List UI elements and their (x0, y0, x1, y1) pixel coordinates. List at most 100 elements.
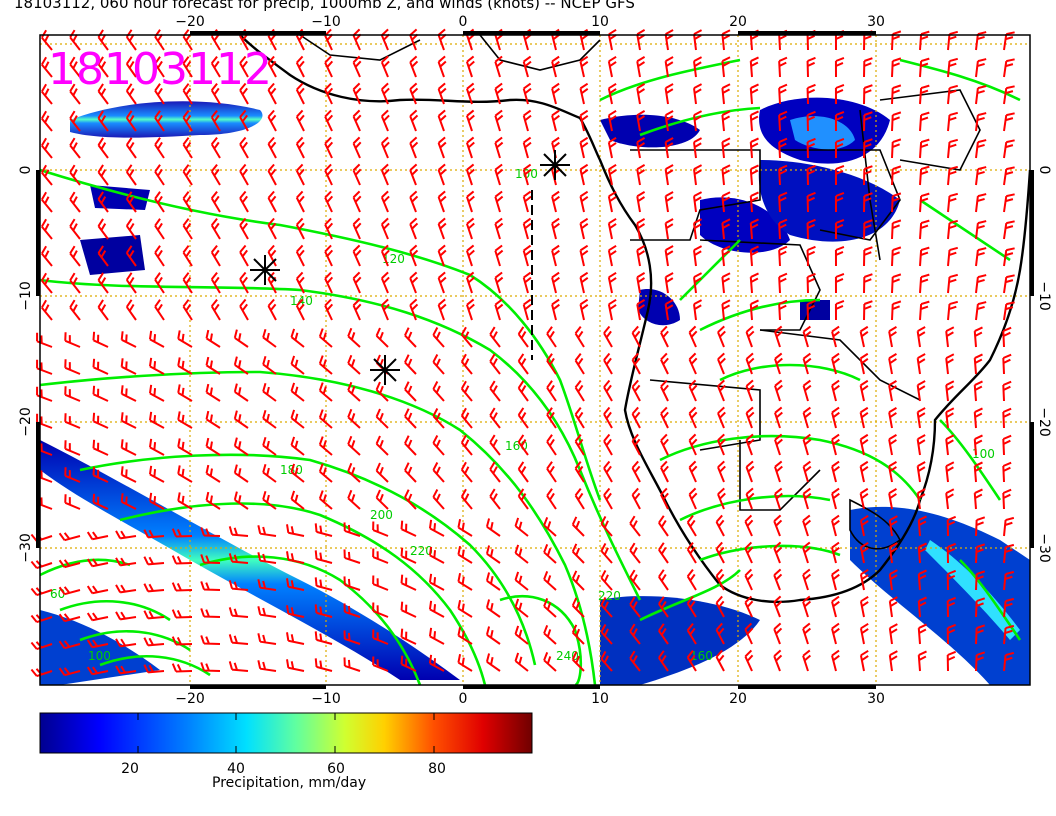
wind-barb (115, 665, 137, 675)
wind-barb (607, 82, 617, 105)
wind-barb (1003, 31, 1015, 51)
wind-barb (40, 137, 53, 159)
wind-barb (125, 137, 137, 159)
wind-barb (290, 463, 305, 483)
wind-barb (631, 487, 641, 510)
wind-barb (693, 29, 703, 51)
wind-barb (437, 55, 447, 78)
wind-barb (721, 29, 731, 51)
wind-barb (64, 440, 81, 456)
wind-barb (182, 137, 193, 159)
wind-barb (40, 83, 53, 105)
wind-barb (120, 493, 137, 510)
wind-barb (571, 570, 585, 591)
wind-barb (92, 412, 109, 429)
wind-barb (324, 55, 334, 78)
wind-barb (148, 492, 165, 510)
wind-barb (859, 352, 869, 375)
wind-barb (715, 568, 725, 591)
colorbar-title: Precipitation, mm/day (212, 775, 367, 791)
wind-barb (802, 487, 812, 510)
wind-barb (717, 406, 726, 429)
wind-barb (494, 109, 504, 132)
wind-barb (177, 411, 193, 429)
wind-barb (973, 488, 983, 510)
wind-barb (973, 407, 983, 429)
wind-barb (295, 82, 305, 105)
wind-barb (494, 271, 504, 294)
wind-barb (97, 218, 109, 240)
wind-barb (466, 163, 475, 186)
wind-barb (607, 163, 617, 186)
wind-barb (600, 650, 613, 672)
lon-tick-label: −20 (175, 691, 205, 707)
wind-barb (693, 137, 703, 159)
wind-barb (660, 379, 669, 402)
wind-barb (664, 29, 674, 51)
wind-barb (69, 110, 81, 132)
wind-barb (693, 272, 703, 294)
wind-barb (947, 246, 959, 267)
wind-barb (489, 407, 501, 429)
wind-barb (314, 577, 333, 591)
wind-barb (233, 410, 249, 429)
wind-barb (228, 580, 249, 591)
wind-barb (404, 381, 417, 402)
wind-barb (210, 55, 221, 78)
wind-barb (69, 272, 81, 294)
wind-barb (975, 220, 987, 240)
wind-barb (1002, 488, 1012, 510)
wind-barb (693, 110, 703, 132)
wind-barb (859, 568, 869, 591)
wind-barb (86, 531, 109, 541)
map-title: 18103112, 060 hour forecast for precip, … (14, 0, 635, 12)
wind-barb (945, 488, 955, 510)
wind-barb (802, 649, 812, 672)
wind-barb (324, 244, 334, 267)
wind-barb (834, 111, 845, 132)
wind-barb (115, 530, 137, 540)
wind-barb (919, 246, 930, 267)
wind-barb (295, 55, 305, 78)
wind-barb (115, 557, 137, 567)
wind-barb (664, 137, 674, 159)
wind-barb (973, 326, 983, 348)
wind-barb (686, 541, 697, 564)
lat-tick-label: −20 (1036, 407, 1052, 437)
wind-barb (295, 298, 305, 321)
wind-barb (834, 246, 845, 267)
wind-barb (522, 55, 532, 78)
wind-barb (946, 542, 957, 564)
wind-barb (171, 636, 193, 646)
wind-barb (947, 57, 959, 78)
wind-barb (86, 612, 109, 622)
wind-barb (343, 522, 361, 537)
wind-barb (917, 650, 927, 672)
wind-barb (314, 604, 333, 618)
lon-tick-label: −20 (175, 14, 205, 30)
wind-barb (831, 649, 840, 672)
wind-barb (347, 327, 361, 348)
wind-barb (409, 82, 419, 105)
wind-barb (834, 192, 845, 213)
contour-label: 60 (50, 587, 65, 601)
wind-barb (372, 602, 389, 618)
wind-barb (571, 516, 585, 537)
wind-barb (97, 164, 109, 186)
wind-barb (428, 627, 445, 645)
wind-barb (125, 83, 137, 105)
wind-barb (571, 597, 585, 618)
wind-barb (400, 628, 417, 645)
wind-barb (352, 163, 362, 186)
wind-barb (432, 327, 445, 348)
wind-barb (343, 549, 361, 564)
wind-barb (257, 606, 277, 618)
wind-barb (919, 165, 930, 186)
lon-tick-label: 0 (459, 14, 468, 30)
wind-barb (239, 244, 249, 267)
wind-barb (778, 83, 788, 105)
wind-barb (200, 662, 221, 672)
wind-barb (947, 111, 959, 132)
marker-group (250, 150, 570, 385)
wind-barb (863, 165, 873, 186)
